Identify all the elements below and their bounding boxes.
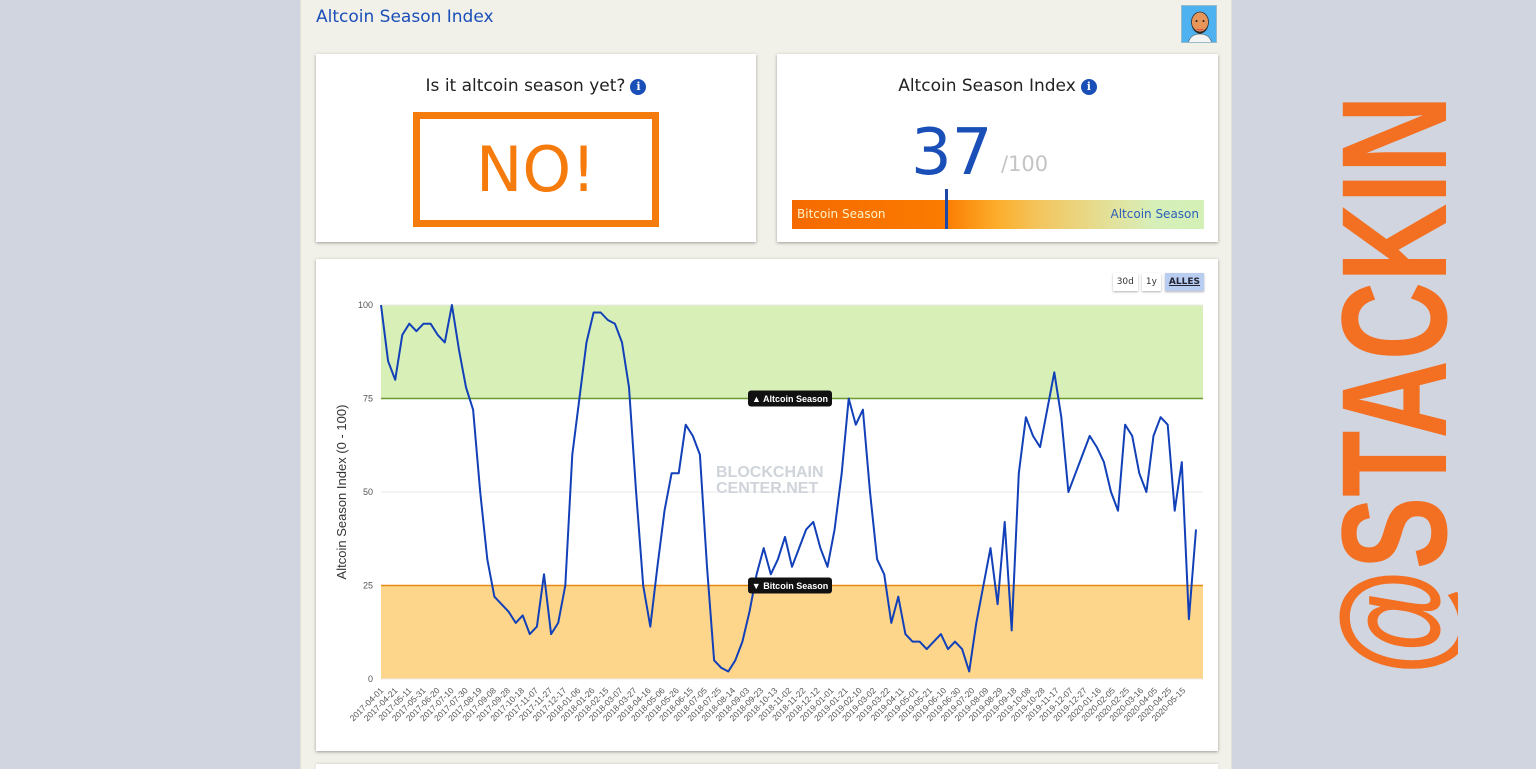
altcoin-season-line-chart[interactable]: 0 25 50 75 100 Altcoin Season Index (0 - 100)…	[316, 259, 1218, 751]
gauge-bitcoin-season-label: Bitcoin Season	[797, 207, 886, 221]
band-label-box	[748, 577, 832, 594]
gauge-altcoin-season-label: Altcoin Season	[1110, 207, 1200, 221]
stackin-watermark-text: @STACKIN	[1318, 95, 1458, 675]
y-tick-label: 25	[363, 581, 373, 591]
index-card-title-text: Altcoin Season Index	[898, 76, 1076, 96]
info-icon[interactable]: i	[1080, 79, 1097, 95]
stackin-watermark: @STACKIN	[1318, 95, 1458, 675]
index-card-title: Altcoin Season Index i	[777, 76, 1218, 96]
info-icon[interactable]: i	[630, 79, 647, 95]
blockchaincenter-watermark: BLOCKCHAIN	[716, 464, 824, 481]
bitcoin-season-band	[381, 585, 1203, 679]
altcoin-season-band-label: ▲ Altcoin Season	[752, 394, 828, 404]
season-card-title-text: Is it altcoin season yet?	[425, 76, 626, 96]
user-avatar-icon[interactable]	[1181, 5, 1217, 43]
index-value: 37	[911, 116, 993, 190]
index-line-series	[380, 304, 1197, 673]
bitcoin-season-band-label: ▼ Bitcoin Season	[752, 581, 828, 591]
history-chart-card: 30d 1y ALLES 0 25 50 75 100 Altcoin Season In…	[316, 259, 1218, 751]
y-tick-label: 75	[363, 394, 373, 404]
site-title[interactable]: Altcoin Season Index	[316, 7, 494, 27]
season-answer-box: NO!	[413, 112, 659, 227]
y-tick-label: 100	[358, 300, 373, 310]
y-tick-label: 0	[368, 674, 373, 684]
season-gauge-bar: Bitcoin Season Altcoin Season	[792, 189, 1204, 229]
range-30d-button[interactable]: 30d	[1112, 273, 1138, 291]
season-answer-text: NO!	[475, 133, 597, 206]
y-tick-label: 50	[363, 487, 373, 497]
y-axis-label: Altcoin Season Index (0 - 100)	[334, 405, 349, 580]
band-label-box	[748, 390, 832, 407]
gauge-value-marker	[945, 189, 948, 229]
altcoin-season-band	[381, 305, 1203, 399]
next-card-edge	[316, 764, 1218, 769]
range-1y-button[interactable]: 1y	[1141, 273, 1161, 291]
season-card-title: Is it altcoin season yet? i	[316, 76, 756, 96]
page-container: Altcoin Season Index Is it altcoin seaso…	[300, 0, 1232, 769]
altcoin-season-status-card: Is it altcoin season yet? i NO!	[316, 54, 756, 242]
altcoin-season-index-card: Altcoin Season Index i 37 /100 Bitcoin Se…	[777, 54, 1218, 242]
index-max-label: /100	[1001, 152, 1049, 176]
range-selector: 30d 1y ALLES	[1112, 273, 1204, 291]
range-all-button[interactable]: ALLES	[1164, 273, 1204, 291]
blockchaincenter-watermark: CENTER.NET	[716, 480, 818, 497]
